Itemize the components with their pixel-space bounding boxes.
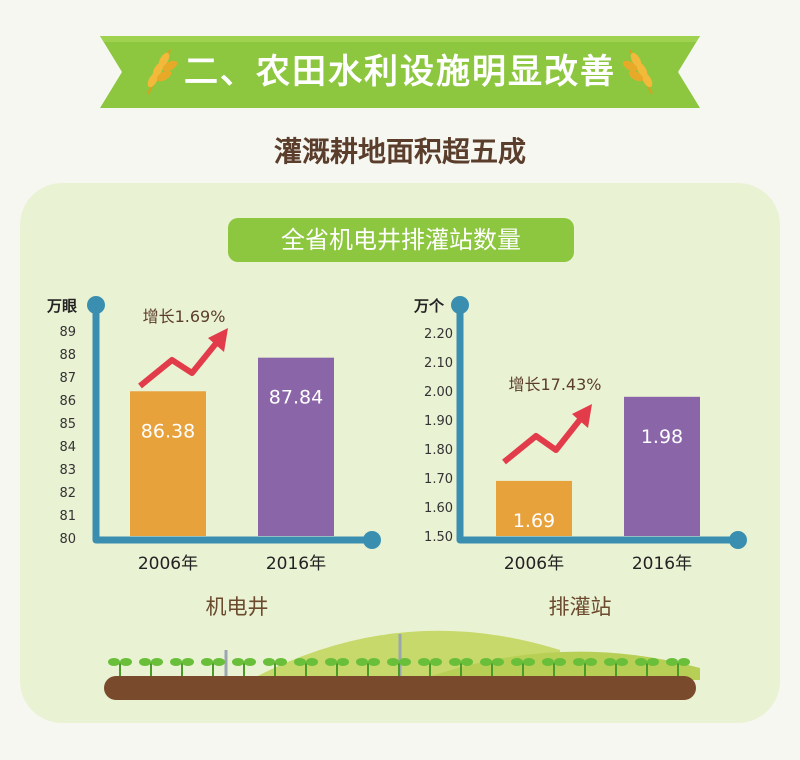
- sprout-icon: [449, 658, 473, 676]
- field-illustration: [104, 630, 700, 700]
- sprout-icon: [201, 658, 225, 676]
- sprout-icon: [387, 658, 411, 676]
- bar-value-label: 86.38: [141, 420, 195, 442]
- y-tick-label: 82: [59, 486, 76, 501]
- y-tick-label: 2.10: [424, 356, 453, 371]
- axis-line: [456, 305, 738, 544]
- stations-chart: 万个 1.50 1.60 1.70 1.80 1.90 2.00 2.10 2.20 1.69 20…: [413, 296, 747, 619]
- y-tick-label: 80: [59, 532, 76, 547]
- y-tick-label: 86: [59, 394, 76, 409]
- wells-chart: 万眼 80 81 82 83 84 85 86 87 88 89 86.38 2006年 87.84 201…: [46, 296, 381, 619]
- wheat-icon: [622, 49, 653, 95]
- sprout-icon: [232, 658, 256, 676]
- y-axis-unit: 万个: [413, 297, 445, 315]
- sprout-icon: [542, 658, 566, 676]
- chart-title: 机电井: [206, 595, 269, 619]
- bar: [130, 391, 206, 536]
- y-tick-label: 1.80: [424, 443, 453, 458]
- arrow-head-icon: [572, 404, 592, 428]
- sprout-icon: [666, 658, 690, 676]
- x-tick-label: 2006年: [138, 554, 198, 574]
- sprout-icon: [635, 658, 659, 676]
- sprout-icon: [170, 658, 194, 676]
- sprout-icon: [511, 658, 535, 676]
- sprout-row: [108, 658, 690, 676]
- sprout-icon: [356, 658, 380, 676]
- y-tick-label: 85: [59, 417, 76, 432]
- growth-annotation: 增长17.43%: [508, 375, 601, 394]
- y-tick-label: 1.50: [424, 530, 453, 545]
- growth-annotation: 增长1.69%: [143, 307, 226, 326]
- axis-cap: [451, 296, 469, 314]
- page-title: 二、农田水利设施明显改善: [184, 52, 616, 92]
- y-tick-label: 84: [59, 440, 76, 455]
- sprout-icon: [325, 658, 349, 676]
- axis-cap: [729, 531, 747, 549]
- sprout-icon: [294, 658, 318, 676]
- y-tick-label: 1.90: [424, 414, 453, 429]
- sprout-icon: [573, 658, 597, 676]
- title-banner: [100, 36, 700, 108]
- sprout-icon: [108, 658, 132, 676]
- y-axis-unit: 万眼: [46, 297, 77, 315]
- section-label: 全省机电井排灌站数量: [228, 218, 574, 262]
- x-tick-label: 2016年: [632, 554, 692, 574]
- sprout-icon: [480, 658, 504, 676]
- bar-value-label: 87.84: [269, 387, 323, 409]
- x-tick-label: 2006年: [504, 554, 564, 574]
- arrow-head-icon: [208, 328, 228, 352]
- wheat-icon: [147, 49, 178, 95]
- y-tick-label: 87: [59, 371, 76, 386]
- page-subtitle: 灌溉耕地面积超五成: [273, 135, 526, 168]
- y-tick-label: 83: [59, 463, 76, 478]
- y-tick-label: 89: [59, 325, 76, 340]
- sprout-icon: [139, 658, 163, 676]
- bar: [624, 396, 700, 536]
- axis-cap: [87, 296, 105, 314]
- bar: [496, 480, 572, 536]
- chart-title: 排灌站: [549, 595, 612, 619]
- y-tick-label: 81: [59, 509, 76, 524]
- sprout-icon: [263, 658, 287, 676]
- bar-value-label: 1.69: [513, 510, 555, 532]
- sprout-icon: [604, 658, 628, 676]
- y-tick-label: 2.20: [424, 327, 453, 342]
- bar: [258, 357, 334, 536]
- x-tick-label: 2016年: [266, 554, 326, 574]
- axis-line: [92, 305, 372, 544]
- sprout-icon: [418, 658, 442, 676]
- growth-arrow-icon: [502, 410, 589, 465]
- y-tick-label: 88: [59, 348, 76, 363]
- y-tick-label: 1.70: [424, 472, 453, 487]
- growth-arrow-icon: [138, 334, 225, 389]
- axis-cap: [363, 531, 381, 549]
- y-tick-label: 2.00: [424, 385, 453, 400]
- y-tick-label: 1.60: [424, 501, 453, 516]
- bar-value-label: 1.98: [641, 426, 683, 448]
